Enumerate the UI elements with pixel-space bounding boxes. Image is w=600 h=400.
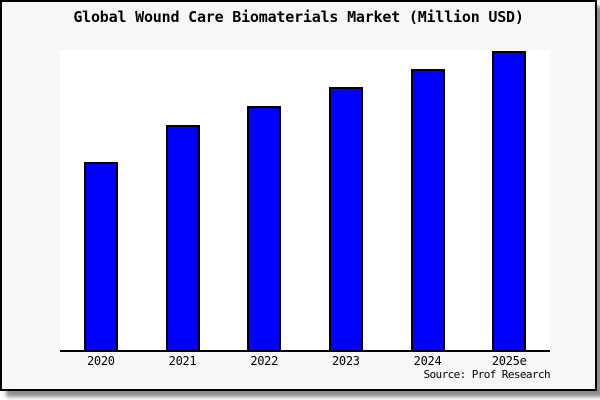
bar-2025e (492, 51, 527, 350)
bar-2020 (83, 162, 118, 350)
chart-title: Global Wound Care Biomaterials Market (M… (73, 8, 524, 26)
x-tick-label-2024: 2024 (413, 354, 442, 368)
bar-2021 (165, 125, 200, 350)
bar-slot-2024 (387, 50, 469, 350)
bar-group (60, 50, 550, 350)
chart-card: Global Wound Care Biomaterials Market (M… (0, 0, 597, 391)
plot-area (60, 50, 550, 352)
source-credit: Source: Prof Research (423, 368, 551, 381)
bar-slot-2021 (142, 50, 224, 350)
bar-slot-2022 (223, 50, 305, 350)
bar-2024 (410, 69, 445, 350)
bar-2023 (328, 87, 363, 350)
bar-2022 (247, 106, 282, 350)
x-tick-label-2022: 2022 (250, 354, 279, 368)
bar-slot-2025e (468, 50, 550, 350)
x-tick-label-2025e: 2025e (491, 354, 527, 368)
x-axis-tick-labels: 2020 2021 2022 2023 2024 2025e (60, 354, 550, 368)
x-tick-label-2020: 2020 (86, 354, 115, 368)
x-tick-label-2021: 2021 (168, 354, 197, 368)
x-tick-label-2023: 2023 (332, 354, 360, 368)
bar-slot-2023 (305, 50, 387, 350)
bar-slot-2020 (60, 50, 142, 350)
